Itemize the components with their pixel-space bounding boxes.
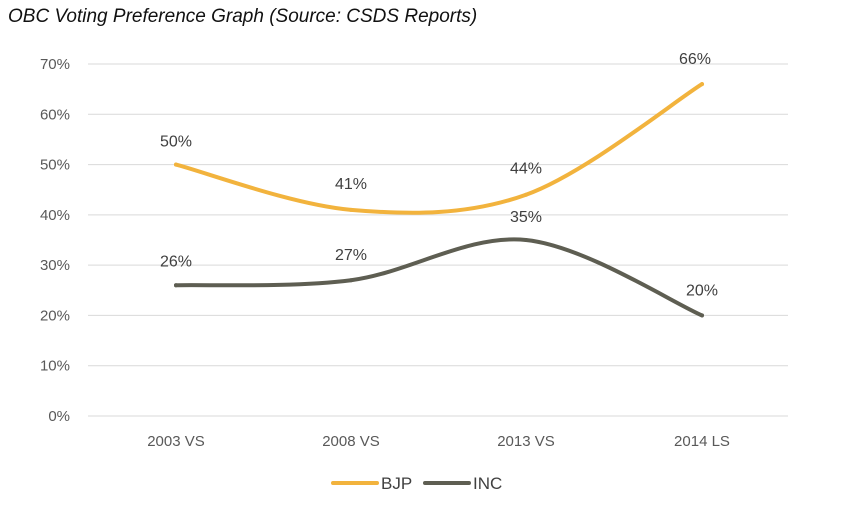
x-tick-label: 2003 VS (147, 433, 205, 450)
data-label-inc: 27% (335, 247, 367, 264)
data-label-inc: 26% (160, 253, 192, 270)
y-tick-label: 0% (48, 408, 70, 425)
y-tick-label: 10% (40, 358, 70, 375)
data-point-bjp (524, 192, 528, 197)
y-tick-label: 20% (40, 307, 70, 324)
y-tick-label: 50% (40, 157, 70, 174)
data-point-bjp (174, 162, 178, 167)
x-tick-label: 2008 VS (322, 433, 380, 450)
data-point-bjp (700, 82, 704, 87)
legend-label-bjp: BJP (381, 474, 412, 493)
data-label-inc: 35% (510, 209, 542, 226)
data-label-bjp: 66% (679, 51, 711, 68)
y-tick-label: 60% (40, 106, 70, 123)
data-point-bjp (349, 207, 353, 212)
x-tick-label: 2013 VS (497, 433, 555, 450)
data-label-bjp: 41% (335, 176, 367, 193)
data-point-inc (349, 278, 353, 283)
data-point-inc (700, 313, 704, 318)
data-point-inc (524, 238, 528, 242)
data-point-inc (174, 283, 178, 288)
x-tick-label: 2014 LS (674, 433, 730, 450)
y-tick-label: 70% (40, 56, 70, 73)
data-label-bjp: 44% (510, 161, 542, 178)
data-label-inc: 20% (686, 282, 718, 299)
y-tick-label: 40% (40, 207, 70, 224)
y-tick-label: 30% (40, 257, 70, 274)
data-label-bjp: 50% (160, 134, 192, 151)
series-line-bjp (174, 82, 704, 215)
chart-title: OBC Voting Preference Graph (Source: CSD… (8, 6, 478, 27)
legend-label-inc: INC (473, 474, 502, 493)
series-line-inc (174, 237, 704, 318)
